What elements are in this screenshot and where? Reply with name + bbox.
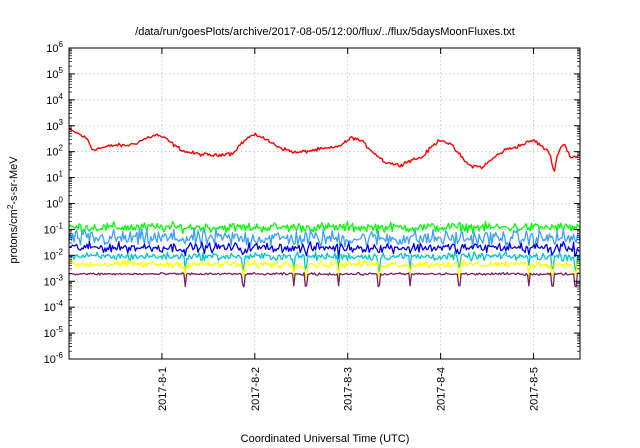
y-tick-label: 10-5 xyxy=(44,325,64,340)
series-line-7 xyxy=(68,271,581,288)
y-tick-label: 104 xyxy=(46,92,63,107)
x-tick-label: 2017-8-2 xyxy=(250,367,262,411)
y-tick-label: 102 xyxy=(46,144,63,159)
grid-lines xyxy=(69,48,580,359)
chart-title: /data/run/goesPlots/archive/2017-08-05/1… xyxy=(135,26,515,38)
x-tick-label: 2017-8-3 xyxy=(343,367,355,411)
x-ticks: 2017-8-1 2017-8-2 2017-8-3 2017-8-4 2017-8-5 xyxy=(157,48,541,411)
x-tick-label: 2017-8-4 xyxy=(436,367,448,411)
y-tick-label: 103 xyxy=(46,118,63,133)
x-tick-label: 2017-8-5 xyxy=(529,367,541,411)
y-axis-label: protons/cm2-s-sr-MeV xyxy=(6,156,21,264)
y-tick-label: 10-4 xyxy=(44,299,64,314)
series-group xyxy=(68,128,581,288)
y-axis-label-rest: -s-sr-MeV xyxy=(8,156,20,205)
series-line-5 xyxy=(68,251,581,273)
series-line-1 xyxy=(68,128,581,172)
y-tick-label: 10-2 xyxy=(44,247,64,262)
y-axis-label-base: protons/cm xyxy=(8,209,20,263)
y-tick-label: 10-6 xyxy=(44,351,64,366)
plot-frame xyxy=(68,47,581,360)
x-tick-label: 2017-8-1 xyxy=(157,367,169,411)
y-ticks: 10-6 10-5 10-4 10-3 10-2 10-1 100 101 102 103 104 1… xyxy=(44,40,580,366)
y-tick-label: 106 xyxy=(46,40,63,55)
y-axis-label-sup: 2 xyxy=(6,204,15,209)
series-line-6 xyxy=(68,259,581,281)
x-axis-label: Coordinated Universal Time (UTC) xyxy=(241,433,410,445)
y-tick-label: 101 xyxy=(46,170,63,185)
series-line-3 xyxy=(68,227,581,250)
series-line-2 xyxy=(68,220,581,235)
series-line-4 xyxy=(68,240,581,260)
y-tick-label: 100 xyxy=(46,196,63,211)
y-tick-label: 10-1 xyxy=(44,221,64,236)
y-tick-label: 105 xyxy=(46,66,63,81)
y-tick-label: 10-3 xyxy=(44,273,64,288)
